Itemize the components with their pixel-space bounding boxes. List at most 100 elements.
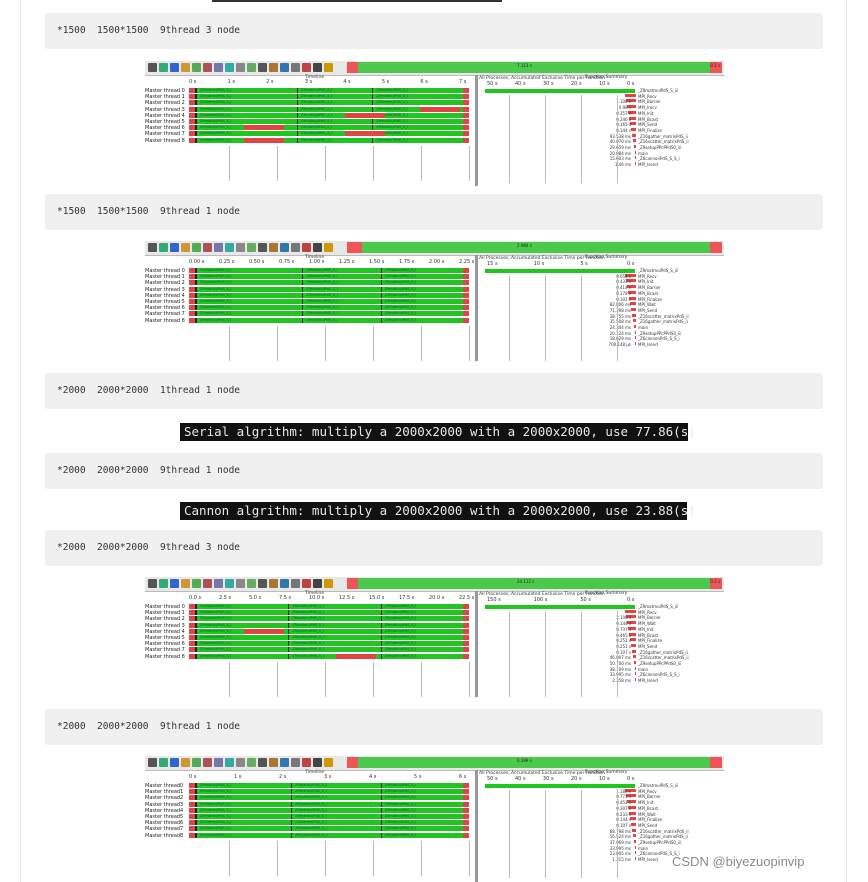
thread-row[interactable]: Z9matmulPdS_S_I Z9matmulPdS_S_I Z9matmulPd… xyxy=(189,305,469,311)
toolbar-tool-icon[interactable] xyxy=(225,579,234,588)
toolbar-tool-icon[interactable] xyxy=(170,243,179,252)
toolbar-tool-icon[interactable] xyxy=(280,243,289,252)
toolbar-tool-icon[interactable] xyxy=(148,243,157,252)
toolbar-tool-icon[interactable] xyxy=(258,63,267,72)
toolbar-tool-icon[interactable] xyxy=(269,63,278,72)
toolbar-tool-icon[interactable] xyxy=(236,758,245,767)
thread-row[interactable]: Z9matmulPdS_S_I Z9matmulPdS_S_I Z9matmulPd… xyxy=(189,622,469,628)
thread-row[interactable]: Z9matmulPdS_S_I Z9matmulPdS_S_I Z9matmulPd… xyxy=(189,106,469,112)
thread-row[interactable]: Z9matmulPdS_S_I Z9matmulPdS_S_I Z9matmulPd… xyxy=(189,820,469,826)
timeline-overview-bar[interactable]: 24.112 s 0.1 s xyxy=(347,578,722,589)
toolbar-tool-icon[interactable] xyxy=(203,579,212,588)
toolbar-tool-icon[interactable] xyxy=(236,243,245,252)
thread-row[interactable]: Z9matmulPdS_S_I Z9matmulPdS_S_I Z9matmulPd… xyxy=(189,814,469,819)
toolbar-tool-icon[interactable] xyxy=(159,243,168,252)
thread-row[interactable]: Z9matmulPdS_S_I Z9matmulPdS_S_I Z9matmulPd… xyxy=(189,131,469,137)
panel-splitter[interactable] xyxy=(475,770,478,882)
thread-row[interactable]: Z9matmulPdS_S_I Z9matmulPdS_S_I Z9matmulPd… xyxy=(189,94,469,100)
thread-row[interactable]: Z9matmulPdS_S_I Z9matmulPdS_S_I Z9matmulPd… xyxy=(189,137,469,143)
toolbar-tool-icon[interactable] xyxy=(181,243,190,252)
toolbar-tool-icon[interactable] xyxy=(170,63,179,72)
toolbar-tool-icon[interactable] xyxy=(324,579,333,588)
timeline-overview-bar[interactable]: 2.984 s xyxy=(347,242,722,253)
panel-splitter[interactable] xyxy=(475,75,478,186)
toolbar-tool-icon[interactable] xyxy=(302,758,311,767)
toolbar-tool-icon[interactable] xyxy=(214,63,223,72)
toolbar-tool-icon[interactable] xyxy=(159,579,168,588)
toolbar-tool-icon[interactable] xyxy=(181,758,190,767)
thread-row[interactable]: Z9matmulPdS_S_I Z9matmulPdS_S_I Z9matmulPd… xyxy=(189,628,469,634)
thread-row[interactable]: Z9matmulPdS_S_I Z9matmulPdS_S_I Z9matmulPd… xyxy=(189,610,469,616)
toolbar-tool-icon[interactable] xyxy=(269,579,278,588)
thread-row[interactable]: Z9matmulPdS_S_I Z9matmulPdS_S_I Z9matmulPd… xyxy=(189,832,469,838)
thread-row[interactable]: Z9matmulPdS_S_I Z9matmulPdS_S_I Z9matmulPd… xyxy=(189,274,469,280)
toolbar-tool-icon[interactable] xyxy=(324,63,333,72)
toolbar-tool-icon[interactable] xyxy=(291,63,300,72)
toolbar-tool-icon[interactable] xyxy=(170,758,179,767)
thread-row[interactable]: Z9matmulPdS_S_I Z9matmulPdS_S_I Z9matmulPd… xyxy=(189,100,469,106)
toolbar-tool-icon[interactable] xyxy=(236,63,245,72)
toolbar-tool-icon[interactable] xyxy=(170,579,179,588)
thread-row[interactable]: Z9matmulPdS_S_I Z9matmulPdS_S_I Z9matmulPd… xyxy=(189,616,469,622)
thread-row[interactable]: Z9matmulPdS_S_I Z9matmulPdS_S_I Z9matmulPd… xyxy=(189,783,469,788)
thread-row[interactable]: Z9matmulPdS_S_I Z9matmulPdS_S_I Z9matmulPd… xyxy=(189,826,469,832)
toolbar-tool-icon[interactable] xyxy=(291,758,300,767)
timeline-overview-bar[interactable]: 6.399 s xyxy=(347,757,722,768)
timeline-area[interactable]: Z9matmulPdS_S_I Z9matmulPdS_S_I Z9matmulPd… xyxy=(189,88,473,183)
toolbar-tool-icon[interactable] xyxy=(181,579,190,588)
thread-row[interactable]: Z9matmulPdS_S_I Z9matmulPdS_S_I Z9matmulPd… xyxy=(189,268,469,273)
toolbar-tool-icon[interactable] xyxy=(258,579,267,588)
toolbar-tool-icon[interactable] xyxy=(192,758,201,767)
timeline-area[interactable]: Z9matmulPdS_S_I Z9matmulPdS_S_I Z9matmulPd… xyxy=(189,604,473,697)
toolbar-tool-icon[interactable] xyxy=(225,243,234,252)
toolbar-tool-icon[interactable] xyxy=(148,758,157,767)
panel-splitter[interactable] xyxy=(475,591,478,697)
thread-row[interactable]: Z9matmulPdS_S_I Z9matmulPdS_S_I Z9matmulPd… xyxy=(189,88,469,93)
thread-row[interactable]: Z9matmulPdS_S_I Z9matmulPdS_S_I Z9matmulPd… xyxy=(189,807,469,813)
toolbar-tool-icon[interactable] xyxy=(313,63,322,72)
toolbar-tool-icon[interactable] xyxy=(214,758,223,767)
thread-row[interactable]: Z9matmulPdS_S_I Z9matmulPdS_S_I Z9matmulPd… xyxy=(189,801,469,807)
thread-row[interactable]: Z9matmulPdS_S_I Z9matmulPdS_S_I Z9matmulPd… xyxy=(189,311,469,317)
toolbar-tool-icon[interactable] xyxy=(280,758,289,767)
thread-row[interactable]: Z9matmulPdS_S_I Z9matmulPdS_S_I Z9matmulPd… xyxy=(189,286,469,292)
toolbar-tool-icon[interactable] xyxy=(159,63,168,72)
thread-row[interactable]: Z9matmulPdS_S_I Z9matmulPdS_S_I Z9matmulPd… xyxy=(189,795,469,801)
toolbar-tool-icon[interactable] xyxy=(302,579,311,588)
toolbar-tool-icon[interactable] xyxy=(214,579,223,588)
toolbar-tool-icon[interactable] xyxy=(236,579,245,588)
toolbar-tool-icon[interactable] xyxy=(302,243,311,252)
timeline-area[interactable]: Z9matmulPdS_S_I Z9matmulPdS_S_I Z9matmulPd… xyxy=(189,268,473,361)
panel-splitter[interactable] xyxy=(475,255,478,361)
toolbar-tool-icon[interactable] xyxy=(280,579,289,588)
toolbar-tool-icon[interactable] xyxy=(269,758,278,767)
thread-row[interactable]: Z9matmulPdS_S_I Z9matmulPdS_S_I Z9matmulPd… xyxy=(189,119,469,124)
toolbar-tool-icon[interactable] xyxy=(302,63,311,72)
toolbar-tool-icon[interactable] xyxy=(203,758,212,767)
toolbar-tool-icon[interactable] xyxy=(313,758,322,767)
toolbar-tool-icon[interactable] xyxy=(324,243,333,252)
toolbar-tool-icon[interactable] xyxy=(247,758,256,767)
thread-row[interactable]: Z9matmulPdS_S_I Z9matmulPdS_S_I Z9matmulPd… xyxy=(189,641,469,647)
toolbar-tool-icon[interactable] xyxy=(258,758,267,767)
thread-row[interactable]: Z9matmulPdS_S_I Z9matmulPdS_S_I Z9matmulPd… xyxy=(189,125,469,131)
toolbar-tool-icon[interactable] xyxy=(181,63,190,72)
toolbar-tool-icon[interactable] xyxy=(192,243,201,252)
toolbar-tool-icon[interactable] xyxy=(148,579,157,588)
thread-row[interactable]: Z9matmulPdS_S_I Z9matmulPdS_S_I Z9matmulPd… xyxy=(189,604,469,609)
toolbar-tool-icon[interactable] xyxy=(214,243,223,252)
toolbar-tool-icon[interactable] xyxy=(291,243,300,252)
toolbar-tool-icon[interactable] xyxy=(225,63,234,72)
toolbar-tool-icon[interactable] xyxy=(247,579,256,588)
toolbar-tool-icon[interactable] xyxy=(192,579,201,588)
toolbar-tool-icon[interactable] xyxy=(269,243,278,252)
thread-row[interactable]: Z9matmulPdS_S_I Z9matmulPdS_S_I Z9matmulPd… xyxy=(189,299,469,304)
thread-row[interactable]: Z9matmulPdS_S_I Z9matmulPdS_S_I Z9matmulPd… xyxy=(189,112,469,118)
toolbar-tool-icon[interactable] xyxy=(148,63,157,72)
toolbar-tool-icon[interactable] xyxy=(203,243,212,252)
thread-row[interactable]: Z9matmulPdS_S_I Z9matmulPdS_S_I Z9matmulPd… xyxy=(189,647,469,653)
toolbar-tool-icon[interactable] xyxy=(225,758,234,767)
toolbar-tool-icon[interactable] xyxy=(313,243,322,252)
thread-row[interactable]: Z9matmulPdS_S_I Z9matmulPdS_S_I Z9matmulPd… xyxy=(189,789,469,795)
thread-row[interactable]: Z9matmulPdS_S_I Z9matmulPdS_S_I Z9matmulPd… xyxy=(189,635,469,640)
